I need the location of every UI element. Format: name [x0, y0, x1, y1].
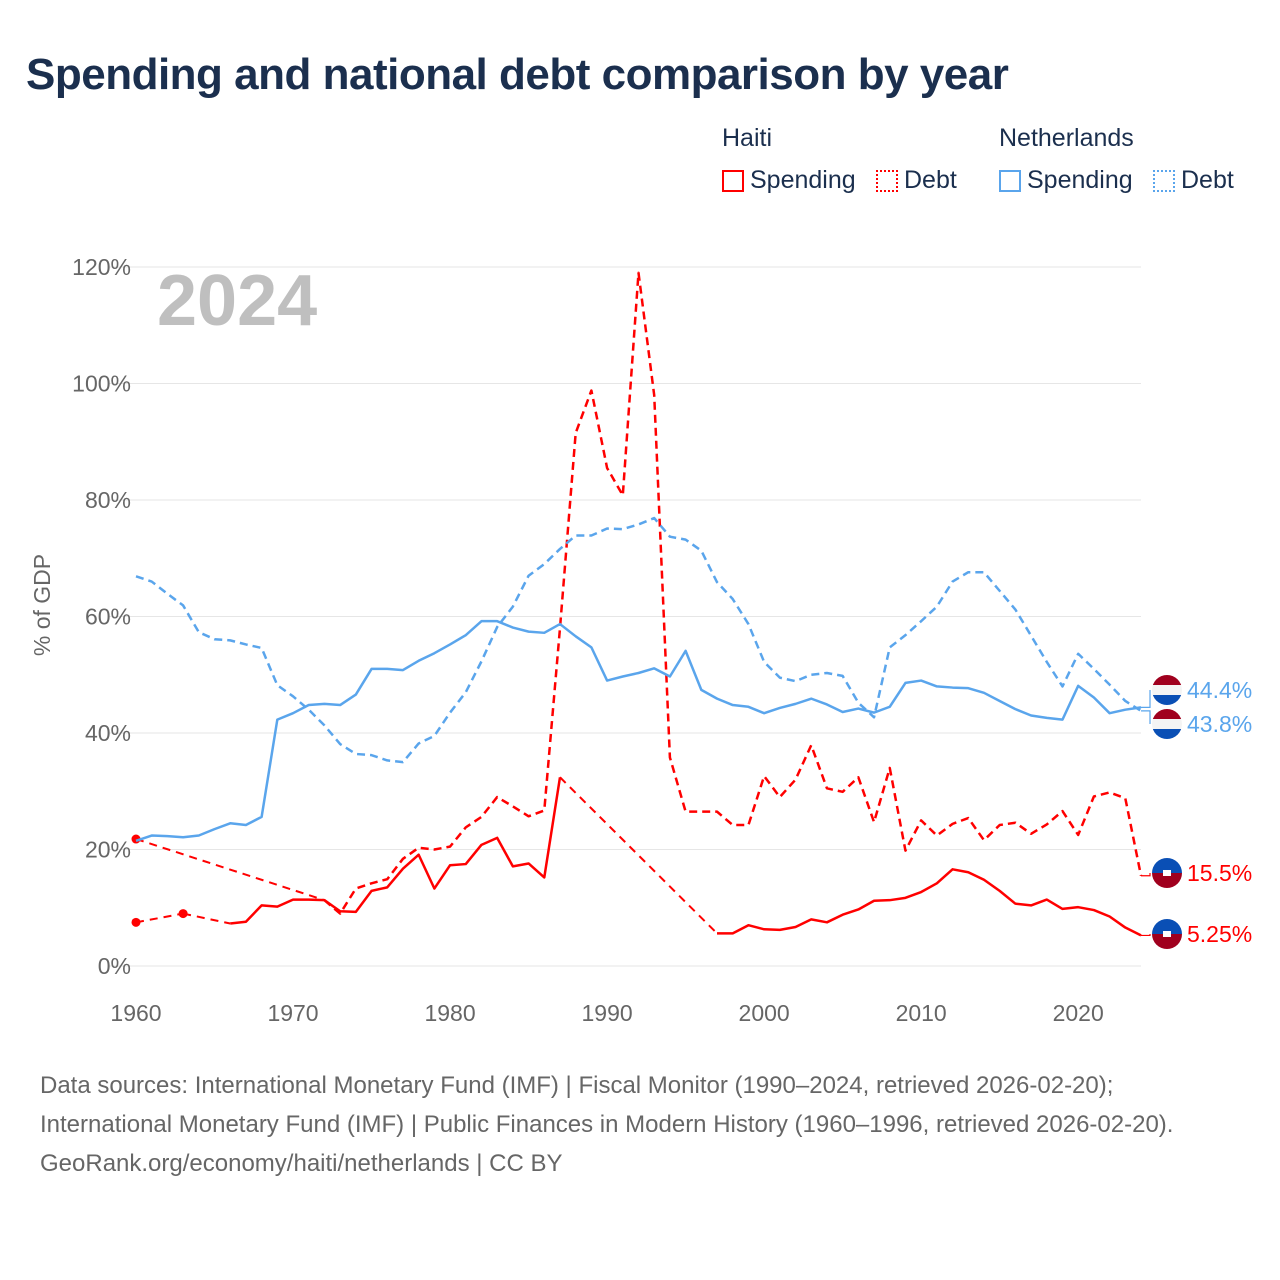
dotted-swatch-icon — [1153, 169, 1175, 192]
flag-stripe — [1152, 934, 1182, 949]
flag-stripe — [1152, 695, 1182, 705]
leader-line — [1141, 710, 1151, 724]
series-line-spending — [230, 777, 562, 925]
y-tick-label: 100% — [72, 371, 131, 397]
y-tick-label: 0% — [98, 953, 131, 979]
end-value-label: 44.4% — [1187, 677, 1252, 703]
netherlands-flag-icon — [1152, 709, 1182, 739]
y-tick-label: 80% — [85, 487, 131, 513]
flag-stripe — [1152, 729, 1182, 739]
x-tick-label: 2010 — [896, 1000, 947, 1026]
end-value-label: 43.8% — [1187, 711, 1252, 737]
series-line-debt — [323, 271, 1143, 915]
data-sources: Data sources: International Monetary Fun… — [40, 1072, 1174, 1138]
y-tick-label: 40% — [85, 720, 131, 746]
gap-line — [135, 912, 184, 924]
year-watermark: 2024 — [157, 261, 317, 341]
page-title: Spending and national debt comparison by… — [26, 50, 1009, 99]
flag-stripe — [1152, 719, 1182, 729]
x-tick-label: 1980 — [424, 1000, 475, 1026]
legend-country-haiti: Haiti — [722, 124, 773, 152]
legend-label: Debt — [1181, 166, 1234, 194]
haiti-flag-icon — [1152, 919, 1182, 949]
flag-stripe — [1152, 709, 1182, 719]
credit-link[interactable]: GeoRank.org/economy/haiti/netherlands | … — [40, 1150, 563, 1177]
series-line-spending — [135, 619, 1142, 842]
gap-line — [135, 838, 325, 902]
haiti-flag-icon — [1152, 858, 1182, 888]
legend-label: Debt — [904, 166, 957, 194]
leader-line — [1141, 934, 1151, 937]
legend-netherlands-spending[interactable]: Spending — [999, 166, 1133, 195]
dotted-swatch-icon — [876, 169, 898, 192]
y-tick-label: 60% — [85, 604, 131, 630]
legend-haiti-debt[interactable]: Debt — [876, 166, 957, 195]
legend-country-netherlands: Netherlands — [999, 124, 1134, 152]
series-line-spending — [717, 868, 1142, 937]
flag-stripe — [1152, 919, 1182, 934]
x-tick-label: 2000 — [739, 1000, 790, 1026]
solid-swatch-icon — [722, 169, 744, 192]
x-tick-label: 1990 — [582, 1000, 633, 1026]
line-chart: 0% 20% 40% 60% 80% 100% 120% 1960 1970 1980 1990 20… — [29, 254, 1252, 1026]
y-tick-label: 120% — [72, 254, 131, 280]
flag-emblem — [1163, 931, 1171, 937]
flag-emblem — [1163, 870, 1171, 876]
leader-line — [1141, 690, 1151, 708]
series-line-debt — [135, 516, 1142, 764]
x-tick-label: 1970 — [267, 1000, 318, 1026]
gap-line — [182, 912, 231, 925]
flag-stripe — [1152, 685, 1182, 695]
legend-label: Spending — [750, 166, 856, 194]
netherlands-flag-icon — [1152, 675, 1182, 705]
leader-line — [1141, 873, 1151, 877]
y-axis-label: % of GDP — [29, 554, 55, 656]
flag-stripe — [1152, 675, 1182, 685]
x-tick-label: 1960 — [110, 1000, 161, 1026]
legend-netherlands-debt[interactable]: Debt — [1153, 166, 1234, 195]
solid-swatch-icon — [999, 169, 1021, 192]
flag-stripe — [1152, 873, 1182, 888]
legend-label: Spending — [1027, 166, 1133, 194]
x-tick-label: 2020 — [1053, 1000, 1104, 1026]
end-value-label: 5.25% — [1187, 921, 1252, 947]
end-value-label: 15.5% — [1187, 860, 1252, 886]
gap-line — [559, 776, 718, 935]
y-tick-label: 20% — [85, 837, 131, 863]
footer: Data sources: International Monetary Fun… — [40, 1066, 1240, 1183]
flag-stripe — [1152, 858, 1182, 873]
legend-haiti-spending[interactable]: Spending — [722, 166, 856, 195]
